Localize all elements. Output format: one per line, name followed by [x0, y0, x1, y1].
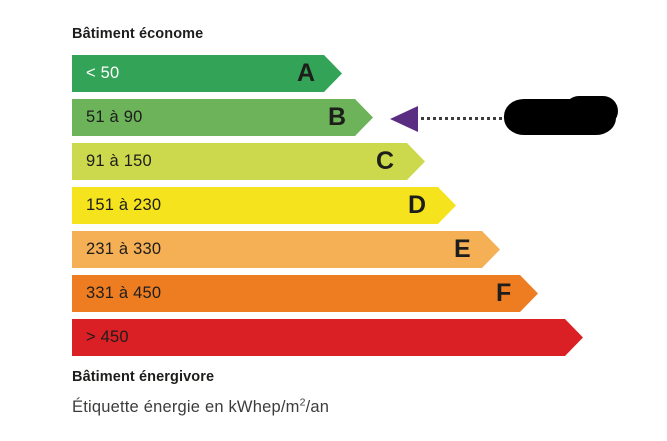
- bar-class-letter: F: [496, 279, 512, 307]
- bar-range-label: > 450: [86, 328, 129, 346]
- bar-class-letter: B: [328, 103, 347, 131]
- redacted-value-blob: [504, 96, 618, 135]
- energy-class-bar: < 50 A: [72, 55, 342, 92]
- bar-arrow-shape: [72, 143, 425, 180]
- bar-arrow-shape: [72, 187, 456, 224]
- label-unit-exponent: 2: [299, 396, 306, 409]
- bar-class-letter: C: [376, 147, 395, 175]
- bar-range-label: 51 à 90: [86, 108, 143, 126]
- bar-arrow-shape: [72, 275, 538, 312]
- bar-arrow-shape: [72, 231, 500, 268]
- pointer-dotted-line: [421, 117, 509, 120]
- energy-class-bar: 331 à 450 F: [72, 275, 538, 312]
- bar-range-label: 91 à 150: [86, 152, 152, 170]
- pointer-triangle-icon: [390, 106, 418, 132]
- label-unit-text: Étiquette énergie en kWhep/m2/an: [72, 396, 330, 417]
- label-caption-economical: Bâtiment économe: [72, 26, 204, 42]
- energy-class-bar: 51 à 90 B: [72, 99, 373, 136]
- label-unit-prefix: Étiquette énergie en kWhep/m: [72, 398, 300, 416]
- bar-class-letter: A: [297, 59, 316, 87]
- bar-arrow-shape: [72, 55, 342, 92]
- bar-range-label: 331 à 450: [86, 284, 162, 302]
- bar-arrow-shape: [72, 99, 373, 136]
- energy-class-bar: 91 à 150 C: [72, 143, 425, 180]
- bar-class-letter: E: [454, 235, 471, 263]
- energy-class-bar: 231 à 330 E: [72, 231, 500, 268]
- bar-arrow-shape: [72, 319, 583, 356]
- energy-class-bar: > 450: [72, 319, 583, 356]
- bar-range-label: 151 à 230: [86, 196, 162, 214]
- bar-range-label: 231 à 330: [86, 240, 162, 258]
- bar-class-letter: D: [408, 191, 427, 219]
- energy-class-bar: 151 à 230 D: [72, 187, 456, 224]
- label-caption-energy-intensive: Bâtiment énergivore: [72, 369, 215, 385]
- bar-range-label: < 50: [86, 64, 120, 82]
- label-unit-suffix: /an: [305, 398, 330, 416]
